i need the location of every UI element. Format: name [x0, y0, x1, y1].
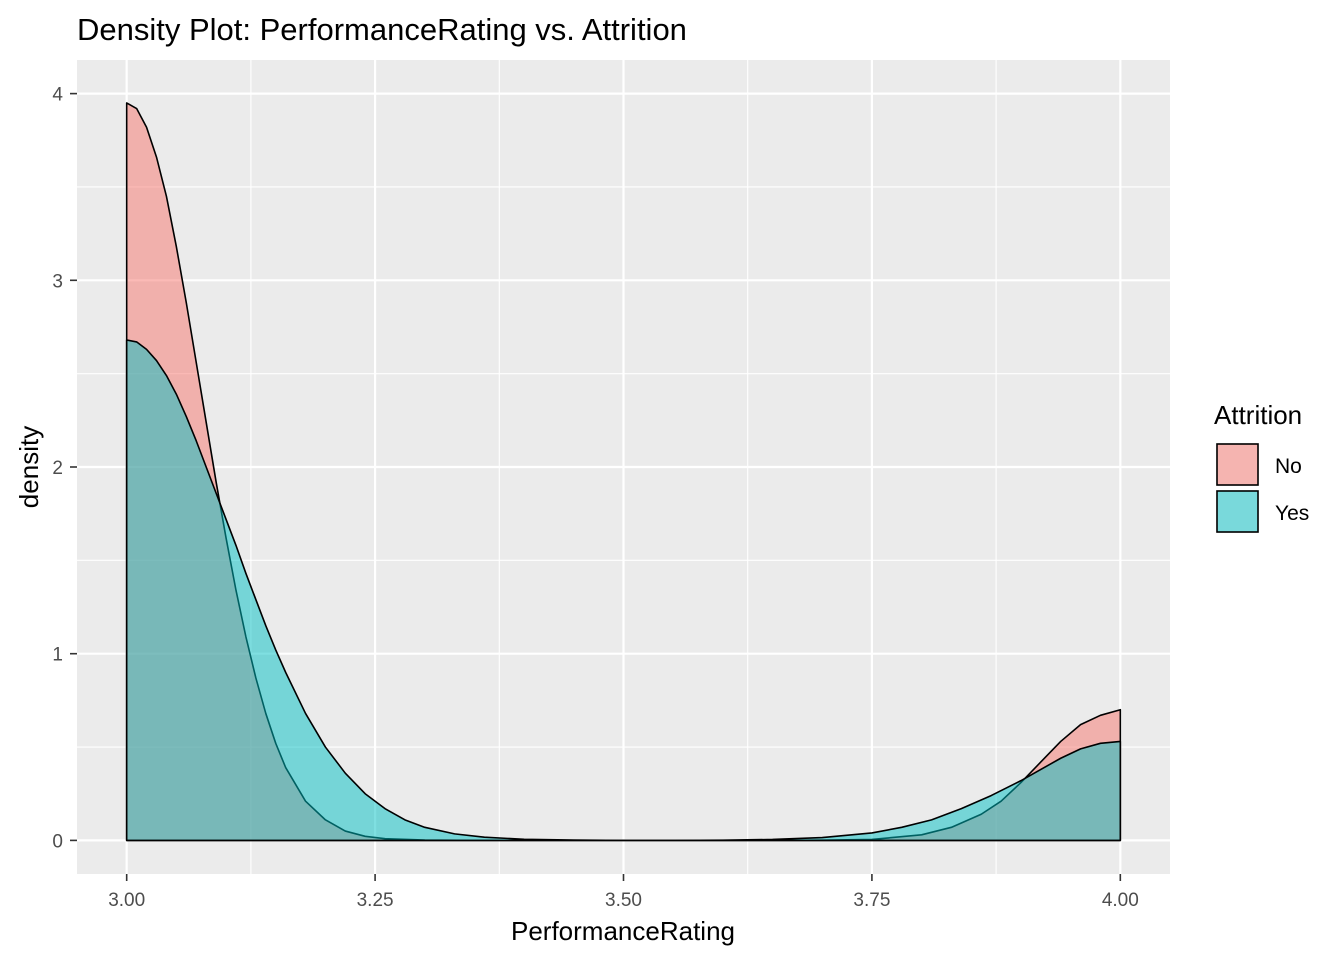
legend: Attrition No Yes — [1214, 400, 1309, 533]
chart-title: Density Plot: PerformanceRating vs. Attr… — [77, 12, 687, 47]
density-areas — [125, 102, 1122, 842]
x-axis-title: PerformanceRating — [511, 916, 735, 946]
x-tick-label: 3.75 — [853, 890, 890, 911]
y-tick-label: 2 — [52, 458, 63, 479]
x-axis: 3.00 3.25 3.50 3.75 4.00 — [108, 874, 1139, 911]
density-area-yes — [125, 339, 1122, 842]
y-tick-label: 0 — [52, 831, 63, 852]
legend-swatch-no — [1216, 443, 1259, 486]
y-tick-label: 1 — [52, 645, 63, 666]
x-tick-label: 3.25 — [357, 890, 394, 911]
y-tick-label: 3 — [52, 271, 63, 292]
y-axis: 0 1 2 3 4 — [52, 85, 77, 852]
legend-label-no: No — [1275, 455, 1302, 478]
x-tick-label: 4.00 — [1102, 890, 1139, 911]
legend-title: Attrition — [1214, 400, 1302, 430]
x-tick-label: 3.00 — [108, 890, 145, 911]
legend-swatch-yes — [1216, 490, 1259, 533]
y-axis-title: density — [14, 426, 44, 508]
x-tick-label: 3.50 — [605, 890, 642, 911]
legend-label-yes: Yes — [1275, 502, 1309, 525]
y-tick-label: 4 — [52, 85, 63, 106]
